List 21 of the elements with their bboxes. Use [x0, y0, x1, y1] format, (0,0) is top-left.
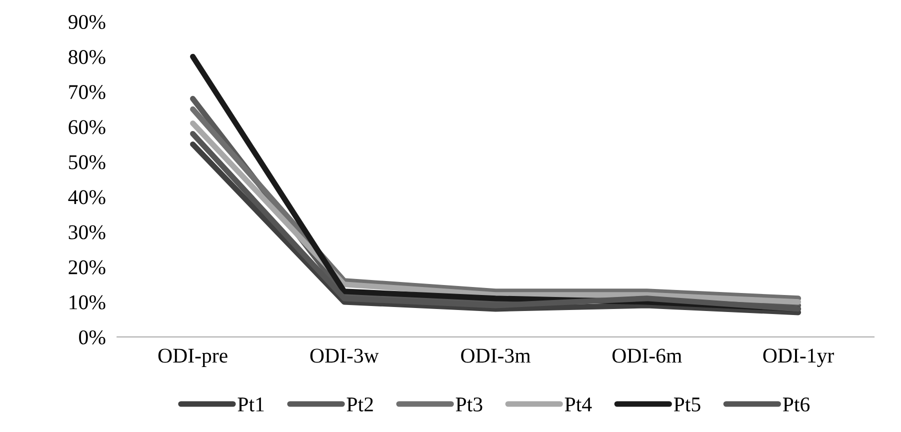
y-tick-label: 70% [69, 85, 106, 100]
x-tick-label: ODI-1yr [763, 348, 834, 367]
y-tick-label: 90% [68, 14, 106, 30]
y-tick-label: 80% [68, 50, 106, 64]
legend-label: Pt1 [238, 398, 264, 412]
legend-label: Pt4 [564, 398, 592, 412]
legend-label: Pt2 [346, 397, 373, 412]
legend-label: Pt5 [674, 398, 700, 412]
y-tick-label: 0% [79, 330, 106, 344]
y-tick-label: 40% [68, 190, 106, 204]
legend-label: Pt6 [782, 397, 810, 412]
x-tick-label: ODI-pre [158, 348, 228, 367]
x-tick-label: ODI-3w [310, 348, 379, 363]
legend-label: Pt3 [456, 397, 482, 412]
x-tick-label: ODI-6m [612, 348, 682, 363]
y-tick-label: 30% [68, 225, 106, 240]
y-tick-label: 60% [68, 120, 106, 134]
y-tick-label: 20% [68, 260, 106, 274]
x-tick-label: ODI-3m [461, 348, 531, 363]
y-tick-label: 50% [69, 155, 106, 170]
y-tick-label: 10% [70, 295, 106, 310]
